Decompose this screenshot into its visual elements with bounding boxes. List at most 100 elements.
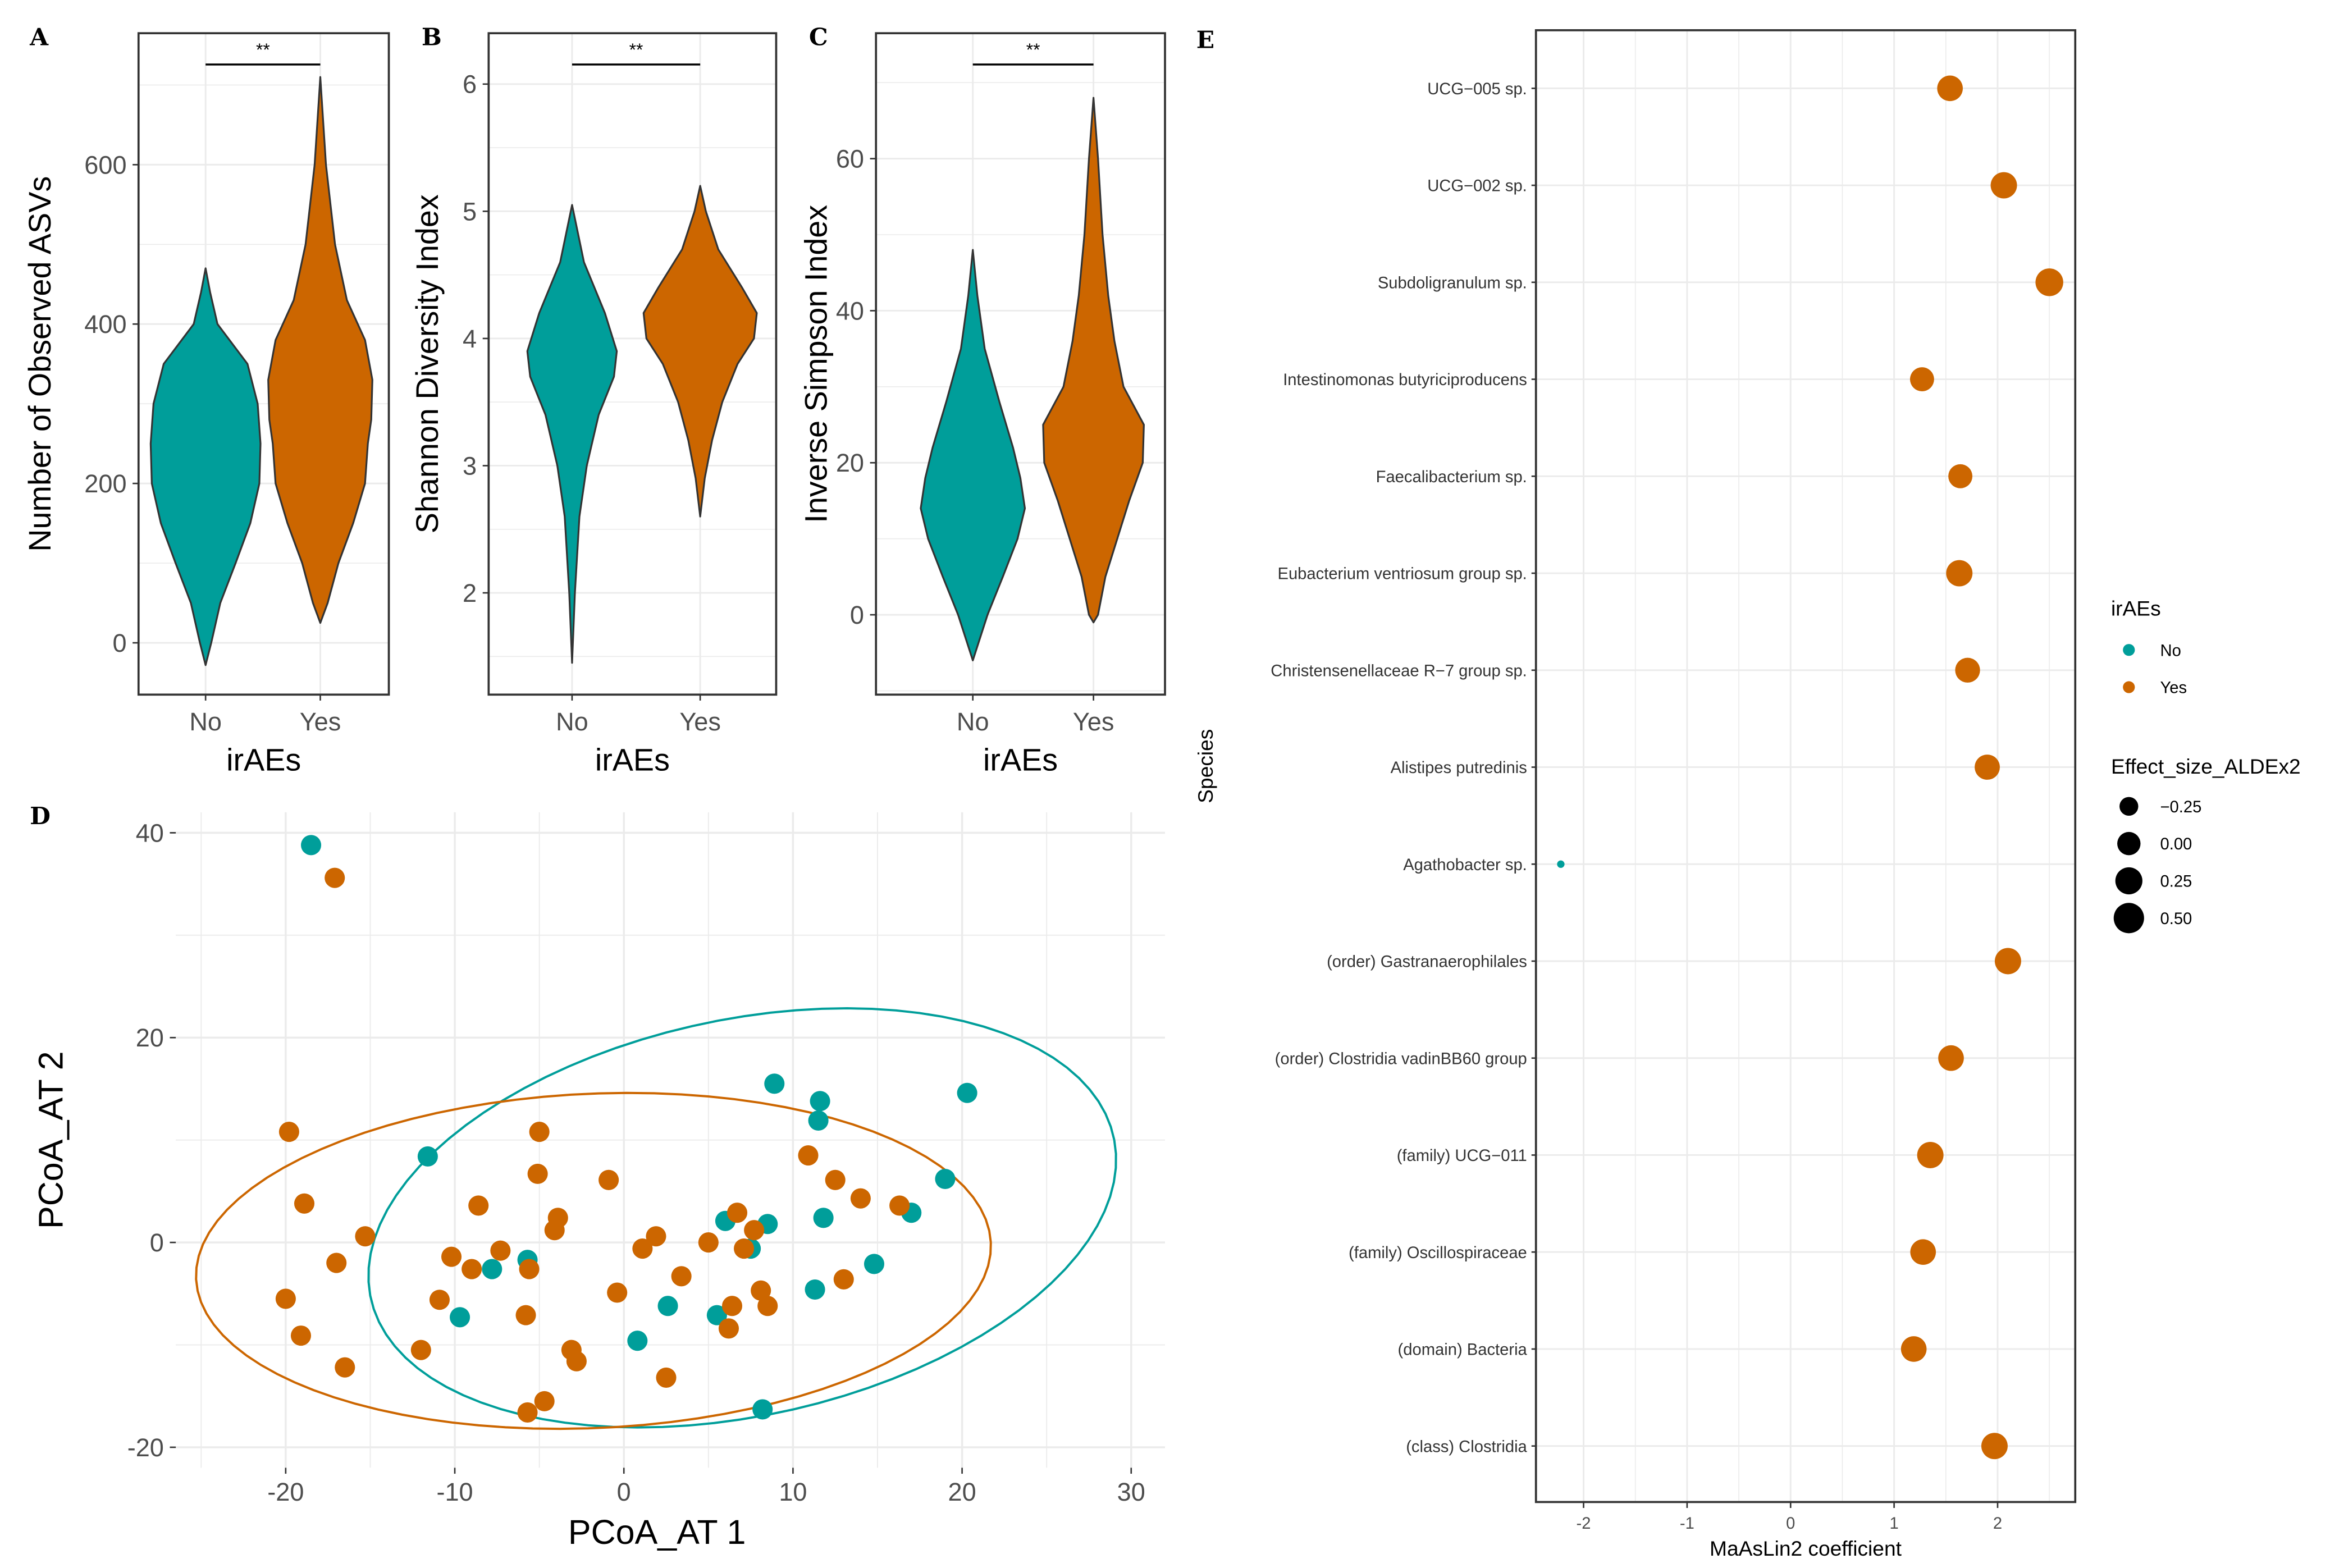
y-tick-label: 4 bbox=[463, 324, 477, 353]
data-point-yes bbox=[757, 1296, 778, 1316]
species-label: UCG−002 sp. bbox=[1427, 177, 1527, 195]
data-point-yes bbox=[517, 1402, 538, 1423]
violin-no bbox=[920, 249, 1026, 661]
y-tick-label: 60 bbox=[836, 145, 864, 173]
y-axis-title: Shannon Diversity Index bbox=[410, 194, 445, 533]
x-axis-title: irAEs bbox=[595, 743, 670, 778]
data-point-yes bbox=[744, 1220, 765, 1241]
data-point-yes bbox=[326, 1252, 347, 1273]
data-point-yes bbox=[325, 867, 345, 888]
data-point-yes bbox=[671, 1266, 692, 1287]
x-tick-label: No bbox=[556, 707, 588, 736]
violin-no bbox=[526, 204, 618, 664]
x-tick-label: 0 bbox=[617, 1478, 631, 1506]
x-axis-title: PCoA_AT 1 bbox=[568, 1513, 746, 1551]
y-axis-title: Species bbox=[1194, 729, 1217, 803]
data-point-yes bbox=[1900, 1336, 1927, 1362]
panel-b: ** 2 3 4 5 6 No Yes irAEs Shannon Diversity Index… bbox=[410, 23, 778, 778]
data-point-yes bbox=[294, 1193, 315, 1214]
data-point-yes bbox=[410, 1340, 431, 1360]
significance-label: ** bbox=[1026, 39, 1040, 60]
data-point-yes bbox=[1955, 657, 1980, 683]
panel-letter: C bbox=[809, 23, 828, 51]
y-tick-label: 200 bbox=[84, 469, 126, 498]
x-tick-label: 0 bbox=[1786, 1515, 1795, 1533]
data-point-yes bbox=[889, 1195, 910, 1216]
data-point-yes bbox=[698, 1232, 719, 1253]
data-point-yes bbox=[632, 1238, 653, 1259]
panel-border bbox=[487, 32, 778, 696]
species-label: Christensenellaceae R−7 group sp. bbox=[1271, 662, 1527, 680]
x-tick-label: No bbox=[957, 707, 989, 736]
panel-letter: A bbox=[29, 23, 49, 51]
data-point-yes bbox=[751, 1280, 771, 1301]
y-tick-label: 0 bbox=[850, 601, 864, 629]
x-tick-label: Yes bbox=[300, 707, 341, 736]
y-tick-label: 600 bbox=[84, 150, 126, 179]
data-point-yes bbox=[515, 1305, 536, 1325]
data-point-no bbox=[1557, 860, 1565, 868]
panel-letter: B bbox=[422, 23, 442, 51]
data-point-no bbox=[706, 1305, 727, 1325]
data-point-yes bbox=[825, 1169, 846, 1190]
panel-a: ** 0 200 400 600 No Yes irAEs Number of Observed… bbox=[22, 23, 390, 778]
y-tick-label: -20 bbox=[127, 1433, 164, 1462]
data-point-yes bbox=[544, 1220, 565, 1241]
legend-size-key bbox=[2113, 903, 2144, 934]
y-axis-title: Number of Observed ASVs bbox=[22, 176, 57, 552]
data-point-yes bbox=[1975, 755, 2000, 780]
data-point-no bbox=[301, 835, 322, 856]
violin-yes bbox=[642, 185, 758, 518]
data-point-yes bbox=[441, 1246, 462, 1267]
data-point-yes bbox=[646, 1226, 666, 1247]
x-tick-label: 2 bbox=[1993, 1515, 2002, 1533]
legend-label: Yes bbox=[2160, 679, 2187, 697]
x-tick-label: -1 bbox=[1680, 1515, 1694, 1533]
data-point-yes bbox=[833, 1269, 854, 1290]
species-label: (domain) Bacteria bbox=[1398, 1341, 1528, 1359]
data-point-yes bbox=[607, 1282, 628, 1303]
legend-title: Effect_size_ALDEx2 bbox=[2111, 755, 2301, 778]
data-point-yes bbox=[275, 1288, 296, 1309]
legend-size-key bbox=[2115, 867, 2142, 895]
legend-key-no bbox=[2123, 644, 2135, 656]
y-tick-label: 0 bbox=[112, 629, 126, 657]
data-point-yes bbox=[468, 1195, 489, 1216]
data-point-no bbox=[657, 1296, 678, 1316]
x-tick-label: Yes bbox=[679, 707, 721, 736]
panel-e: UCG−005 sp. UCG−002 sp. Subdoligranulum sp… bbox=[1194, 26, 2077, 1560]
species-label: (order) Gastranaerophilales bbox=[1327, 953, 1527, 971]
legend-label: No bbox=[2160, 642, 2181, 660]
species-label: Faecalibacterium sp. bbox=[1376, 468, 1527, 486]
species-label: UCG−005 sp. bbox=[1427, 80, 1527, 98]
data-point-yes bbox=[1994, 948, 2021, 975]
panel-letter: E bbox=[1196, 26, 1214, 54]
significance-label: ** bbox=[629, 39, 643, 60]
data-point-yes bbox=[527, 1163, 548, 1184]
data-point-yes bbox=[290, 1325, 312, 1346]
legend-label: 0.50 bbox=[2160, 910, 2192, 928]
legend: irAEs No Yes Effect_size_ALDEx2 −0.25 0.00 0.2… bbox=[2111, 597, 2301, 934]
data-point-no bbox=[935, 1168, 956, 1190]
data-point-no bbox=[805, 1279, 825, 1300]
panel-d: -20 -10 0 10 20 30 -20 0 20 40 PCoA_AT 1 PCoA_AT 2 D bbox=[30, 802, 1165, 1551]
data-point-no bbox=[764, 1073, 785, 1094]
species-label: Intestinomonas butyriciproducens bbox=[1283, 371, 1527, 389]
panel-border bbox=[1534, 29, 2077, 1503]
x-tick-label: 1 bbox=[1890, 1515, 1899, 1533]
y-tick-label: 400 bbox=[84, 310, 126, 339]
data-point-yes bbox=[721, 1296, 743, 1316]
data-point-yes bbox=[519, 1259, 540, 1279]
panel-c: ** 0 20 40 60 No Yes irAEs Inverse Simpson Index… bbox=[799, 23, 1166, 778]
legend-label: 0.00 bbox=[2160, 835, 2192, 853]
data-point-yes bbox=[850, 1188, 871, 1209]
species-label: Alistipes putredinis bbox=[1391, 759, 1527, 777]
x-tick-label: -10 bbox=[436, 1478, 473, 1506]
violin-yes bbox=[267, 76, 373, 624]
x-tick-label: No bbox=[189, 707, 222, 736]
data-point-yes bbox=[1937, 75, 1963, 102]
data-point-yes bbox=[656, 1367, 677, 1388]
data-point-no bbox=[957, 1082, 977, 1103]
legend-label: −0.25 bbox=[2160, 798, 2202, 816]
